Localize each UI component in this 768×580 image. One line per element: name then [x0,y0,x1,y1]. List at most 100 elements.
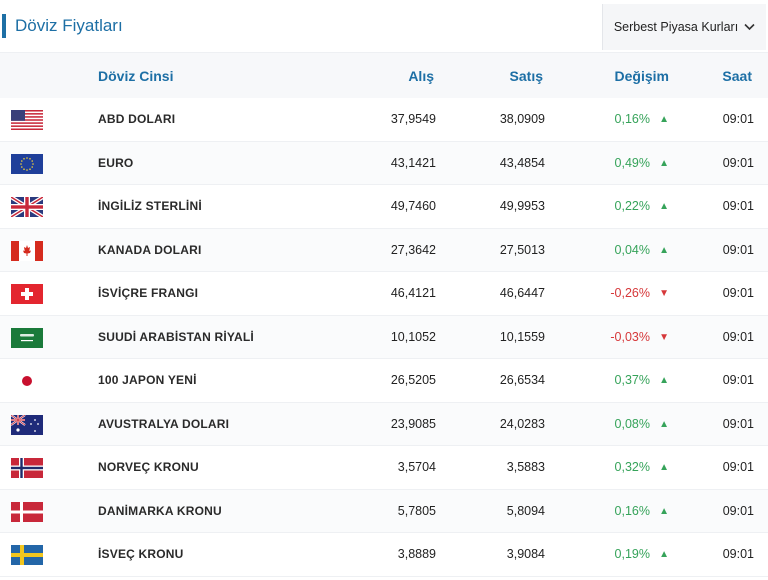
table-row[interactable]: İSVEÇ KRONU 3,8889 3,9084 0,19% ▲ 09:01 [0,533,768,577]
eu-flag-icon [11,153,43,174]
sell-price: 38,0909 [499,112,545,126]
uk-flag-icon [11,197,43,217]
update-time: 09:01 [722,155,754,170]
switzerland-flag-icon [11,284,43,304]
table-row[interactable]: EURO 43,1421 43,4854 0,49% ▲ 09:01 [0,141,768,185]
currency-name: İSVEÇ KRONU [98,547,184,561]
arrow-up-icon: ▲ [659,375,669,386]
change-percent: 0,04% [614,242,650,257]
change-percent: -0,26% [610,286,650,300]
currency-name: EURO [98,155,134,170]
column-header-name[interactable]: Döviz Cinsi [98,68,174,84]
denmark-flag-icon [11,501,43,522]
sell-price: 5,8094 [506,503,545,518]
sell-price: 3,5883 [506,460,545,474]
currency-name: NORVEÇ KRONU [98,460,199,474]
currency-name: İSVİÇRE FRANGI [98,286,199,300]
update-time: 09:01 [722,503,754,518]
table-row[interactable]: NORVEÇ KRONU 3,5704 3,5883 0,32% ▲ 09:01 [0,446,768,490]
arrow-up-icon: ▲ [659,462,669,473]
arrow-down-icon: ▼ [659,288,669,299]
table-row[interactable]: DANİMARKA KRONU 5,7805 5,8094 0,16% ▲ 09… [0,489,768,533]
update-time: 09:01 [722,416,754,431]
change-percent: 0,19% [614,547,650,561]
arrow-up-icon: ▲ [659,549,669,560]
table-row[interactable]: 100 JAPON YENİ 26,5205 26,6534 0,37% ▲ 0… [0,359,768,403]
change-percent: 0,08% [614,416,650,431]
change-percent: 0,37% [614,373,650,387]
currency-name: SUUDİ ARABİSTAN RİYALİ [98,329,254,344]
change-percent: 0,16% [614,503,650,518]
update-time: 09:01 [722,286,754,300]
column-header-buy[interactable]: Alış [408,68,434,84]
change-percent: 0,16% [614,112,650,126]
buy-price: 43,1421 [390,155,436,170]
sell-price: 10,1559 [499,329,545,344]
norway-flag-icon [11,458,43,478]
update-time: 09:01 [722,112,754,126]
arrow-up-icon: ▲ [659,418,669,430]
currency-name: İNGİLİZ STERLİNİ [98,199,202,213]
currency-name: DANİMARKA KRONU [98,503,222,518]
table-body: ABD DOLARI 37,9549 38,0909 0,16% ▲ 09:01… [0,98,768,577]
update-time: 09:01 [722,242,754,257]
sell-price: 46,6447 [499,286,545,300]
canada-flag-icon [11,240,43,261]
column-header-change[interactable]: Değişim [614,68,669,84]
buy-price: 37,9549 [390,112,436,126]
sell-price: 24,0283 [499,416,545,431]
arrow-up-icon: ▲ [659,157,669,169]
sweden-flag-icon [11,545,43,565]
change-percent: -0,03% [610,329,650,344]
table-row[interactable]: ABD DOLARI 37,9549 38,0909 0,16% ▲ 09:01 [0,98,768,142]
sell-price: 26,6534 [499,373,545,387]
currency-name: 100 JAPON YENİ [98,373,197,387]
title-accent-bar [2,14,6,38]
change-percent: 0,32% [614,460,650,474]
dropdown-label: Serbest Piyasa Kurları [613,20,739,34]
header: Döviz Fiyatları Serbest Piyasa Kurları [0,0,768,52]
table-row[interactable]: SUUDİ ARABİSTAN RİYALİ 10,1052 10,1559 -… [0,315,768,359]
sell-price: 27,5013 [499,242,545,257]
sell-price: 3,9084 [506,547,545,561]
column-header-time[interactable]: Saat [722,68,752,84]
title-wrap: Döviz Fiyatları [0,0,123,52]
currency-name: ABD DOLARI [98,112,176,126]
table-row[interactable]: İNGİLİZ STERLİNİ 49,7460 49,9953 0,22% ▲… [0,185,768,229]
update-time: 09:01 [722,547,754,561]
update-time: 09:01 [722,199,754,213]
table-row[interactable]: AVUSTRALYA DOLARI 23,9085 24,0283 0,08% … [0,402,768,446]
buy-price: 5,7805 [397,503,436,518]
page-title: Döviz Fiyatları [15,16,123,35]
japan-flag-icon [11,371,43,391]
buy-price: 3,5704 [397,460,436,474]
arrow-up-icon: ▲ [659,114,669,125]
arrow-up-icon: ▲ [659,244,669,256]
column-header-sell[interactable]: Satış [509,68,543,84]
arrow-up-icon: ▲ [659,505,669,517]
currency-name: KANADA DOLARI [98,242,202,257]
currency-name: AVUSTRALYA DOLARI [98,416,230,431]
buy-price: 26,5205 [390,373,436,387]
buy-price: 46,4121 [390,286,436,300]
update-time: 09:01 [722,460,754,474]
table-header: Döviz Cinsi Alış Satış Değişim Saat [0,52,768,98]
update-time: 09:01 [722,329,754,344]
market-type-dropdown[interactable]: Serbest Piyasa Kurları [602,4,766,50]
sell-price: 49,9953 [499,199,545,213]
buy-price: 10,1052 [390,329,436,344]
buy-price: 23,9085 [390,416,436,431]
table-row[interactable]: İSVİÇRE FRANGI 46,4121 46,6447 -0,26% ▼ … [0,272,768,316]
buy-price: 49,7460 [390,199,436,213]
buy-price: 3,8889 [397,547,436,561]
update-time: 09:01 [722,373,754,387]
arrow-down-icon: ▼ [659,331,669,343]
arrow-up-icon: ▲ [659,201,669,212]
australia-flag-icon [11,414,43,435]
table-row[interactable]: KANADA DOLARI 27,3642 27,5013 0,04% ▲ 09… [0,228,768,272]
buy-price: 27,3642 [390,242,436,257]
currency-table: Döviz Cinsi Alış Satış Değişim Saat ABD … [0,52,768,577]
saudi-arabia-flag-icon [11,327,43,348]
change-percent: 0,49% [614,155,650,170]
change-percent: 0,22% [614,199,650,213]
